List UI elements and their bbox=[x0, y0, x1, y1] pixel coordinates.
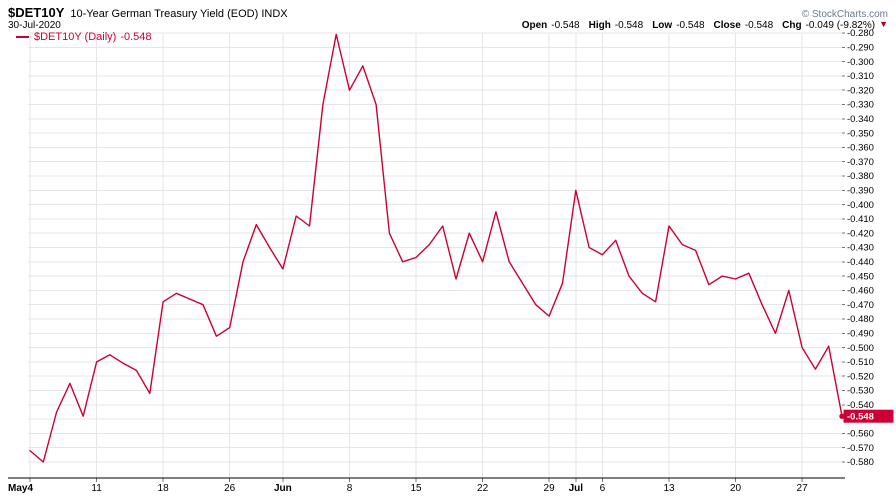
x-axis-label: 26 bbox=[224, 483, 236, 494]
page-title: 10-Year German Treasury Yield (EOD) INDX bbox=[70, 8, 288, 20]
open-label: Open bbox=[521, 20, 548, 31]
x-axis-label: 15 bbox=[410, 483, 422, 494]
change-label: Chg bbox=[782, 20, 802, 31]
y-axis-label: -0.310 bbox=[847, 71, 874, 82]
y-axis-label: -0.520 bbox=[847, 371, 874, 382]
low-value: -0.548 bbox=[676, 20, 705, 31]
x-axis-label: 29 bbox=[544, 483, 556, 494]
close-label: Close bbox=[713, 20, 741, 31]
y-axis-label: -0.290 bbox=[847, 43, 874, 54]
high-label: High bbox=[588, 20, 611, 31]
x-axis-label: 8 bbox=[347, 483, 353, 494]
last-value-badge-text: -0.548 bbox=[847, 411, 874, 422]
y-axis-label: -0.580 bbox=[847, 457, 874, 468]
price-line bbox=[29, 33, 843, 463]
last-point-marker bbox=[839, 413, 845, 419]
y-axis-label: -0.540 bbox=[847, 400, 874, 411]
y-axis-label: -0.510 bbox=[847, 357, 874, 368]
y-axis-label: -0.340 bbox=[847, 114, 874, 125]
low-label: Low bbox=[652, 20, 673, 31]
y-axis-label: -0.370 bbox=[847, 157, 874, 168]
x-axis-label: Jun bbox=[274, 483, 292, 494]
y-axis-label: -0.400 bbox=[847, 200, 874, 211]
y-axis-label: -0.530 bbox=[847, 386, 874, 397]
y-axis-label: -0.390 bbox=[847, 186, 874, 197]
symbol: $DET10Y bbox=[8, 5, 65, 20]
y-axis-label: -0.430 bbox=[847, 243, 874, 254]
y-axis-label: -0.560 bbox=[847, 429, 874, 440]
stockcharts-copyright: © StockCharts.com bbox=[801, 9, 888, 20]
down-arrow-icon: ▼ bbox=[879, 19, 888, 29]
change-value: -0.049 (-9.82%) bbox=[805, 20, 876, 31]
y-axis-label: -0.330 bbox=[847, 100, 874, 111]
legend-value: -0.548 bbox=[120, 31, 152, 43]
y-axis-label: -0.480 bbox=[847, 314, 874, 325]
y-axis-label: -0.420 bbox=[847, 228, 874, 239]
y-axis-label: -0.320 bbox=[847, 85, 874, 96]
y-axis-label: -0.380 bbox=[847, 171, 874, 182]
x-axis-label: 22 bbox=[477, 483, 489, 494]
x-axis-label: May4 bbox=[8, 483, 33, 494]
y-axis-label: -0.490 bbox=[847, 329, 874, 340]
legend-line-sample-icon bbox=[16, 36, 29, 38]
y-axis-label: -0.280 bbox=[847, 28, 874, 39]
series-legend: $DET10Y (Daily) -0.548 bbox=[16, 31, 152, 43]
x-axis-label: 20 bbox=[730, 483, 742, 494]
ohlc-quote: Open -0.548 High -0.548 Low -0.548 Close… bbox=[521, 19, 888, 31]
chart-date: 30-Jul-2020 bbox=[8, 20, 61, 31]
x-axis-label: 27 bbox=[797, 483, 809, 494]
high-value: -0.548 bbox=[614, 20, 644, 31]
legend-label: $DET10Y (Daily) bbox=[34, 31, 117, 43]
y-axis-label: -0.410 bbox=[847, 214, 874, 225]
y-axis-label: -0.460 bbox=[847, 286, 874, 297]
last-value-badge bbox=[843, 409, 894, 423]
y-axis-label: -0.450 bbox=[847, 271, 874, 282]
x-axis-label: Jul bbox=[569, 483, 584, 494]
y-axis-label: -0.470 bbox=[847, 300, 874, 311]
chart-subheader: 30-Jul-2020 Open -0.548 High -0.548 Low … bbox=[8, 19, 888, 31]
x-axis-label: 11 bbox=[91, 483, 102, 494]
chart-header: $DET10Y 10-Year German Treasury Yield (E… bbox=[8, 5, 888, 20]
y-axis-label: -0.500 bbox=[847, 343, 874, 354]
x-axis-label: 6 bbox=[600, 483, 606, 494]
open-value: -0.548 bbox=[551, 20, 580, 31]
y-axis-label: -0.570 bbox=[847, 443, 874, 454]
x-axis-label: 18 bbox=[158, 483, 170, 494]
y-axis-label: -0.360 bbox=[847, 143, 874, 154]
x-axis-label: 13 bbox=[663, 483, 675, 494]
y-axis-label: -0.350 bbox=[847, 128, 874, 139]
close-value: -0.548 bbox=[744, 20, 774, 31]
y-axis-label: -0.300 bbox=[847, 57, 874, 68]
y-axis-label: -0.440 bbox=[847, 257, 874, 268]
